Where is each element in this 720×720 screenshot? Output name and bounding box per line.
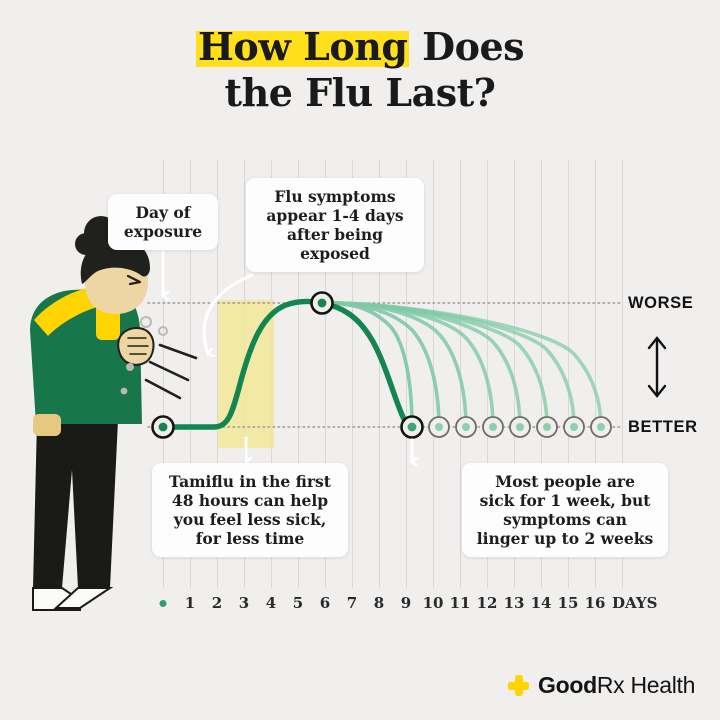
severity-scale-arrow xyxy=(647,336,667,398)
x-axis-labels: 1 2 3 4 5 6 7 8 9 10 11 12 13 14 15 16 D… xyxy=(0,594,720,620)
title-line-1: How Long Does xyxy=(0,24,720,70)
level-guides xyxy=(147,302,621,428)
faded-recovery-curves xyxy=(320,301,603,429)
scale-label-worse: WORSE xyxy=(628,294,694,312)
axis-tick-6: 6 xyxy=(319,594,331,612)
main-flu-curve xyxy=(160,298,415,430)
callout-connectors xyxy=(161,241,412,462)
callout-day-of-exposure: Day of exposure xyxy=(108,194,218,250)
logo-brand-rest: Rx Health xyxy=(596,672,696,698)
axis-tick-11: 11 xyxy=(449,594,471,612)
title-line-2: the Flu Last? xyxy=(224,70,496,115)
logo-brand-bold: Good xyxy=(538,672,597,698)
coughing-person-illustration xyxy=(30,216,198,611)
chart-markers xyxy=(151,291,612,439)
cough-droplets xyxy=(140,316,168,336)
plus-icon xyxy=(508,675,529,696)
axis-tick-4: 4 xyxy=(265,594,277,612)
callout-tamiflu: Tamiflu in the first 48 hours can help y… xyxy=(152,463,348,557)
axis-tick-9: 9 xyxy=(400,594,412,612)
person-shoe-right xyxy=(53,587,114,609)
page-title: How Long Does the Flu Last? xyxy=(0,24,720,116)
axis-tick-13: 13 xyxy=(503,594,525,612)
axis-tick-16: 16 xyxy=(584,594,606,612)
axis-tick-12: 12 xyxy=(476,594,498,612)
callout-illness-duration: Most people are sick for 1 week, but sym… xyxy=(462,463,668,557)
title-highlight: How Long xyxy=(195,24,410,69)
axis-tick-15: 15 xyxy=(557,594,579,612)
cough-lines xyxy=(144,343,198,400)
axis-tick-2: 2 xyxy=(211,594,223,612)
axis-tick-5: 5 xyxy=(292,594,304,612)
axis-tick-1: 1 xyxy=(184,594,196,612)
connector-symptoms xyxy=(202,273,254,354)
recovery-curve-day-16b xyxy=(320,301,603,429)
axis-tick-10: 10 xyxy=(422,594,444,612)
title-line-1-rest: Does xyxy=(409,24,525,69)
goodrx-health-logo: GoodRx Health xyxy=(508,672,695,699)
callout-symptom-onset: Flu symptoms appear 1-4 days after being… xyxy=(246,178,424,272)
person-cuff xyxy=(33,414,61,436)
person-eye xyxy=(126,274,142,286)
person-pants xyxy=(33,420,118,588)
logo-wordmark: GoodRx Health xyxy=(538,672,695,699)
axis-zero-dot xyxy=(159,600,167,607)
scale-label-better: BETTER xyxy=(628,418,698,436)
axis-unit-label: DAYS xyxy=(612,594,658,612)
axis-tick-7: 7 xyxy=(346,594,358,612)
axis-tick-3: 3 xyxy=(238,594,250,612)
axis-tick-8: 8 xyxy=(373,594,385,612)
recovery-curve-day-12 xyxy=(320,301,468,429)
axis-tick-14: 14 xyxy=(530,594,552,612)
